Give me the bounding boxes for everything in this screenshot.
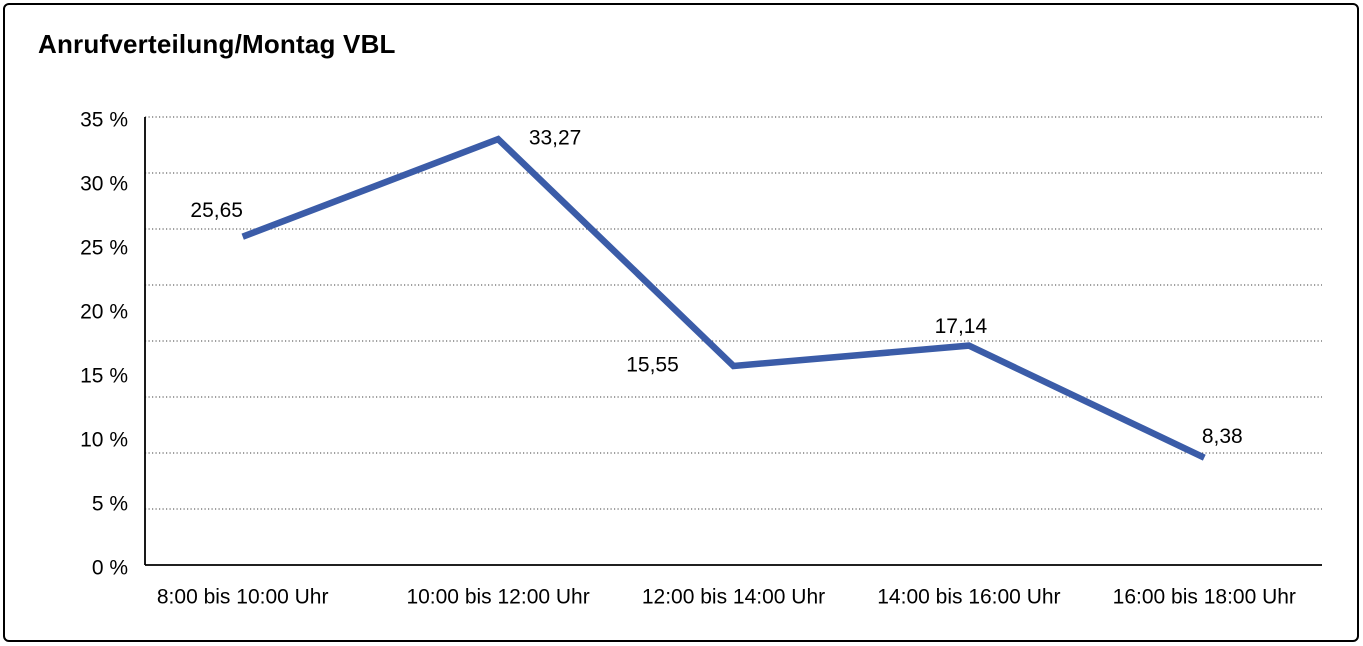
y-tick-label: 5 % [92,493,128,516]
x-tick-label: 8:00 bis 10:00 Uhr [157,586,329,609]
chart-border-frame [3,3,1359,642]
data-label: 8,38 [1202,425,1243,448]
y-tick-label: 20 % [80,301,128,324]
y-tick-label: 25 % [80,237,128,260]
y-tick-label: 15 % [80,365,128,388]
y-tick-label: 30 % [80,173,128,196]
y-tick-label: 0 % [92,557,128,580]
x-tick-label: 10:00 bis 12:00 Uhr [406,586,589,609]
x-tick-label: 14:00 bis 16:00 Uhr [877,586,1060,609]
data-label: 17,14 [935,315,988,338]
x-tick-label: 16:00 bis 18:00 Uhr [1113,586,1296,609]
y-tick-label: 10 % [80,429,128,452]
data-label: 25,65 [190,199,243,222]
data-label: 33,27 [529,127,582,150]
chart-title: Anrufverteilung/Montag VBL [38,29,396,59]
series-line [241,135,1206,461]
data-label: 15,55 [626,353,679,376]
x-tick-label: 12:00 bis 14:00 Uhr [642,586,825,609]
y-tick-label: 35 % [80,109,128,132]
